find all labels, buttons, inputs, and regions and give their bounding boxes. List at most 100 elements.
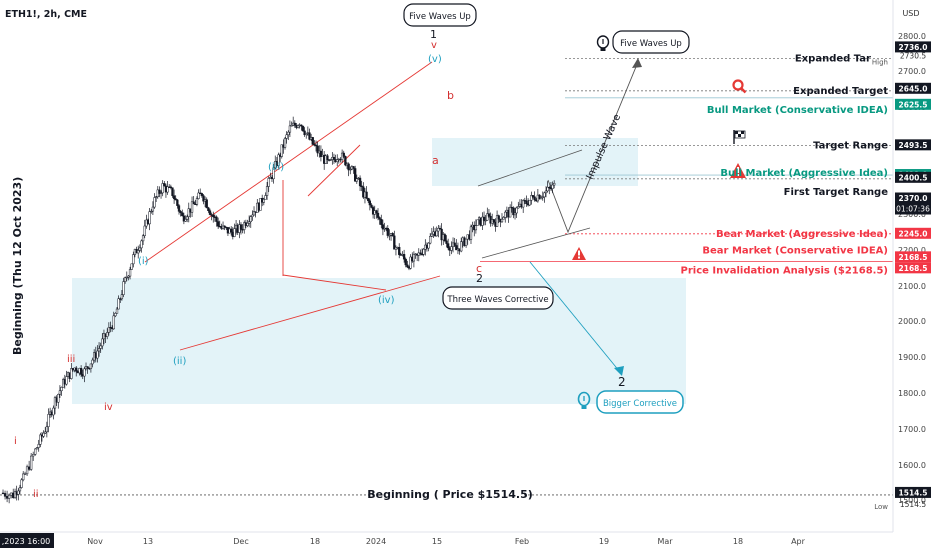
candle-body-227 bbox=[376, 212, 380, 218]
time-axis-bg bbox=[0, 532, 932, 550]
candle-body-247 bbox=[409, 256, 412, 269]
candle-body-321 bbox=[530, 195, 533, 201]
candle-body-221 bbox=[367, 197, 370, 202]
price-tick-10: 1800.0 bbox=[898, 389, 926, 398]
candle-body-295 bbox=[487, 213, 491, 217]
channel-upper-line bbox=[144, 61, 433, 263]
candle-body-220 bbox=[365, 191, 368, 199]
candle-body-129 bbox=[216, 221, 220, 227]
candle-body-223 bbox=[370, 204, 373, 208]
level-lines bbox=[0, 58, 893, 496]
time-tick-10: 18 bbox=[733, 537, 743, 546]
candle-body-213 bbox=[354, 168, 357, 182]
wave-label-iii: iii bbox=[67, 354, 75, 365]
candle-body-113 bbox=[190, 201, 194, 213]
candle-body-178 bbox=[296, 125, 300, 128]
candle-body-233 bbox=[386, 228, 389, 236]
candle-body-36 bbox=[65, 376, 68, 385]
candle-body-52 bbox=[91, 359, 94, 365]
wave-label-(ii): (ii) bbox=[173, 356, 186, 367]
candle-body-229 bbox=[380, 219, 383, 225]
candle-body-209 bbox=[347, 163, 350, 171]
time-tick-11: Apr bbox=[791, 537, 806, 546]
price-tag-bg-0 bbox=[895, 41, 931, 53]
projection-arrow-head bbox=[632, 58, 642, 68]
candle-body-61 bbox=[106, 332, 109, 337]
candle-body-158 bbox=[264, 195, 267, 200]
five-waves-up-right-text: Five Waves Up bbox=[620, 39, 682, 49]
candle-body-244 bbox=[404, 258, 407, 266]
price-tag-3: 2493.5 bbox=[899, 141, 928, 150]
candle-body-45 bbox=[79, 368, 83, 375]
price-tag-bg-8 bbox=[895, 251, 931, 263]
level-sub-0: High bbox=[872, 58, 888, 66]
candle-body-284 bbox=[469, 226, 473, 240]
price-tag-7: 2245.0 bbox=[899, 229, 928, 238]
candle-body-119 bbox=[200, 193, 203, 196]
side-title: Beginning (Thu 12 Oct 2023) bbox=[11, 177, 24, 355]
candle-body-269 bbox=[445, 240, 448, 244]
candle-body-187 bbox=[311, 137, 314, 145]
candle-body-222 bbox=[368, 200, 372, 206]
candle-body-316 bbox=[522, 200, 525, 208]
candle-body-309 bbox=[510, 206, 513, 209]
candle-body-42 bbox=[75, 367, 78, 372]
wave-label-v: v bbox=[431, 40, 437, 51]
candle-body-110 bbox=[185, 216, 189, 220]
currency-label: USD bbox=[902, 9, 919, 18]
candle-body-182 bbox=[303, 130, 306, 136]
candle-body-120 bbox=[202, 195, 205, 202]
level-note-1: Expanded Target bbox=[793, 86, 888, 97]
triangle-iv-lines bbox=[307, 144, 361, 197]
candle-body-103 bbox=[174, 198, 177, 201]
candle-body-145 bbox=[243, 222, 246, 230]
wave-label-i: i bbox=[14, 436, 17, 447]
price-tick-6: 2200.0 bbox=[898, 246, 926, 255]
candle-body-327 bbox=[539, 197, 543, 200]
candle-body-108 bbox=[182, 215, 186, 222]
bigger-corrective-box bbox=[596, 390, 684, 414]
bigger-corrective-arrow bbox=[529, 261, 621, 373]
wedge-upper bbox=[477, 149, 583, 187]
lower-accumulation-zone bbox=[72, 278, 686, 404]
candle-body-1 bbox=[3, 493, 7, 497]
candle-body-83 bbox=[141, 235, 145, 242]
candle-body-259 bbox=[429, 236, 432, 244]
channel-lower-line bbox=[179, 275, 441, 351]
magnifier-icon bbox=[732, 79, 747, 94]
price-tag-1: 2645.0 bbox=[899, 84, 928, 93]
price-tick-8: 2000.0 bbox=[898, 317, 926, 326]
wave-label-iv: iv bbox=[104, 402, 113, 413]
candle-body-170 bbox=[283, 138, 287, 148]
candle-body-56 bbox=[97, 348, 101, 352]
wave-label-(v): (v) bbox=[428, 54, 442, 65]
time-tick-3: Dec bbox=[233, 537, 248, 546]
candle-body-22 bbox=[42, 432, 45, 437]
candle-body-308 bbox=[508, 206, 512, 218]
candle-body-335 bbox=[553, 182, 556, 186]
wave-label-b: b bbox=[447, 89, 454, 102]
price-tag-bg-1 bbox=[895, 82, 931, 94]
candle-body-66 bbox=[114, 313, 117, 317]
candle-body-2 bbox=[5, 496, 9, 499]
candle-body-102 bbox=[172, 195, 176, 199]
candle-body-265 bbox=[438, 227, 442, 230]
price-tick-12: 1600.0 bbox=[898, 461, 926, 470]
candle-body-311 bbox=[513, 212, 517, 216]
candle-body-249 bbox=[412, 254, 416, 262]
five-waves-up-top-box bbox=[403, 3, 477, 27]
candle-body-226 bbox=[375, 210, 378, 214]
candle-body-71 bbox=[122, 281, 125, 295]
lightbulb-icon-blue bbox=[577, 391, 591, 409]
projection-path bbox=[547, 61, 639, 234]
time-tick-5: 2024 bbox=[366, 537, 386, 546]
wave-label-(iv): (iv) bbox=[378, 295, 395, 306]
price-tag-bg-5 bbox=[895, 171, 931, 183]
candle-body-76 bbox=[130, 263, 133, 270]
candle-body-11 bbox=[22, 473, 25, 481]
countdown-text: 01:07:36 bbox=[896, 205, 930, 214]
wave-structure bbox=[144, 58, 642, 376]
candle-body-109 bbox=[184, 219, 187, 222]
candle-body-322 bbox=[531, 195, 535, 197]
candle-body-318 bbox=[525, 200, 528, 204]
